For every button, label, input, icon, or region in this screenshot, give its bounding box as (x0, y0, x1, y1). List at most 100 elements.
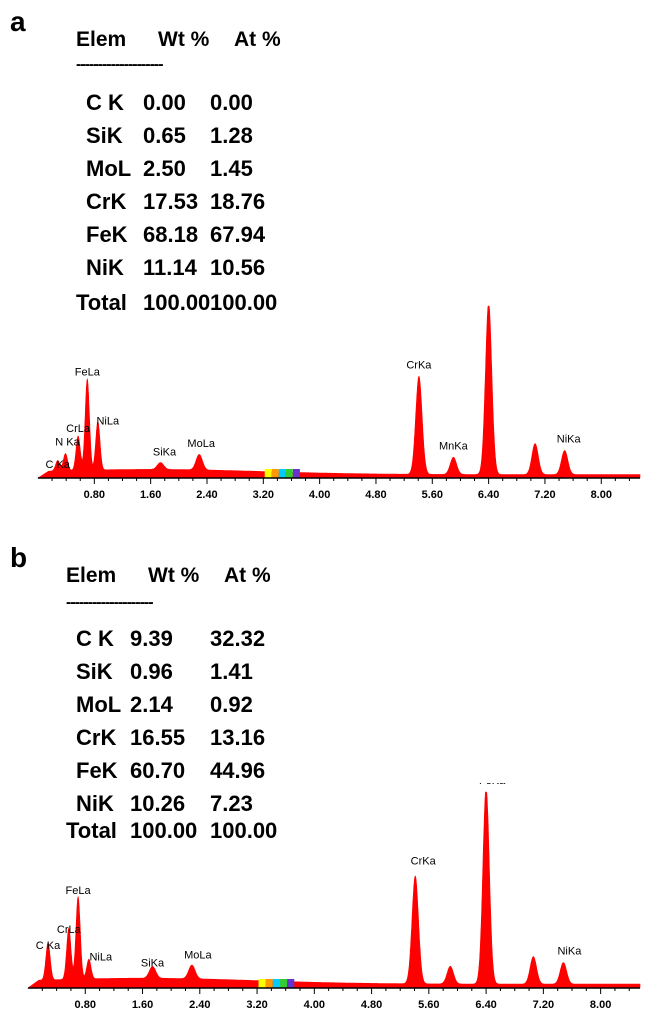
atomic-percent: 10.56 (210, 255, 266, 280)
atomic-percent: 32.32 (210, 626, 266, 651)
panel-label: b (10, 542, 28, 573)
atomic-percent: 7.23 (210, 791, 253, 816)
marker-bar-segment (265, 979, 273, 988)
element-name: NiK (76, 791, 114, 816)
spectrum-area (36, 305, 641, 479)
x-tick-label: 6.40 (475, 999, 496, 1011)
panel-a: a Elem Wt % At % -------------------- C … (0, 0, 650, 500)
marker-bar-segment (258, 979, 266, 988)
spectrum-chart: 0.80 1.60 2.40 3.20 4.00 4.80 5.60 6.40 7.20 8.00… (36, 305, 641, 500)
weight-percent: 68.18 (143, 222, 199, 247)
x-tick-label: 2.40 (196, 489, 217, 500)
weight-percent: 11.14 (143, 255, 197, 280)
peak-label: CrLa (57, 924, 82, 936)
spectrum-chart: 0.80 1.60 2.40 3.20 4.00 4.80 5.60 6.40 7.20 8.00… (27, 783, 641, 1011)
peak-label: C Ka (45, 459, 70, 471)
header-at: At % (224, 564, 271, 587)
element-name: MoL (76, 692, 122, 717)
x-tick-label: 0.80 (84, 489, 105, 500)
x-tick-label: 4.00 (304, 999, 325, 1011)
total-wt: 100.00 (143, 290, 211, 315)
marker-bar-segment (285, 469, 293, 478)
element-name: CrK (86, 189, 127, 214)
peak-label: SiKa (153, 447, 177, 459)
atomic-percent: 0.00 (210, 90, 253, 115)
x-tick-label: 4.00 (309, 489, 330, 500)
atomic-percent: 44.96 (210, 758, 266, 783)
peak-label: FeLa (66, 885, 92, 897)
element-name: SiK (86, 123, 123, 148)
panel-b: b Elem Wt % At % -------------------- C … (0, 520, 650, 1013)
element-name: C K (76, 626, 114, 651)
element-name: NiK (86, 255, 124, 280)
element-name: C K (86, 90, 124, 115)
total-label: Total (66, 818, 117, 843)
element-name: FeK (86, 222, 128, 247)
composition-table: Elem Wt % At % -------------------- C K 0… (0, 0, 330, 320)
header-wt: Wt % (158, 28, 210, 51)
element-name: SiK (76, 659, 113, 684)
peak-label: N Ka (55, 436, 80, 448)
atomic-percent: 13.16 (210, 725, 266, 750)
marker-bar-segment (280, 979, 288, 988)
weight-percent: 9.39 (130, 626, 173, 651)
x-tick-label: 2.40 (189, 999, 210, 1011)
total-at: 100.00 (210, 290, 278, 315)
x-tick-label: 7.20 (533, 999, 554, 1011)
total-at: 100.00 (210, 818, 278, 843)
x-tick-label: 3.20 (246, 999, 267, 1011)
atomic-percent: 1.45 (210, 156, 253, 181)
peak-label: SiKa (141, 957, 165, 969)
atomic-percent: 1.28 (210, 123, 253, 148)
total-wt: 100.00 (130, 818, 198, 843)
element-name: MoL (86, 156, 132, 181)
weight-percent: 0.96 (130, 659, 173, 684)
header-elem: Elem (66, 564, 117, 587)
atomic-percent: 18.76 (210, 189, 266, 214)
marker-bar-segment (272, 979, 280, 988)
x-tick-label: 8.00 (591, 489, 612, 500)
marker-bar-segment (287, 979, 295, 988)
weight-percent: 10.26 (130, 791, 186, 816)
x-tick-label: 0.80 (75, 999, 96, 1011)
panel-label: a (10, 6, 26, 37)
weight-percent: 17.53 (143, 189, 199, 214)
spectrum-area (27, 791, 641, 989)
peak-label: MoLa (184, 949, 212, 961)
x-tick-label: 5.60 (418, 999, 439, 1011)
x-tick-label: 8.00 (590, 999, 611, 1011)
peak-label: NiLa (96, 415, 120, 427)
x-tick-label: 1.60 (140, 489, 161, 500)
peak-label: CrKa (411, 855, 437, 867)
x-tick-label: 5.60 (422, 489, 443, 500)
total-label: Total (76, 290, 127, 315)
composition-table: Elem Wt % At % -------------------- C K 9… (0, 520, 330, 843)
x-tick-label: 6.40 (478, 489, 499, 500)
x-tick-label: 4.80 (361, 999, 382, 1011)
x-tick-label: 1.60 (132, 999, 153, 1011)
peak-label: FeKa (479, 783, 506, 787)
peak-label: NiLa (89, 952, 113, 964)
header-elem: Elem (76, 28, 127, 51)
marker-bar-segment (292, 469, 300, 478)
marker-bar-segment (278, 469, 286, 478)
x-tick-label: 7.20 (534, 489, 555, 500)
header-wt: Wt % (148, 564, 200, 587)
weight-percent: 0.65 (143, 123, 186, 148)
element-name: CrK (76, 725, 117, 750)
header-at: At % (234, 28, 281, 51)
weight-percent: 16.55 (130, 725, 186, 750)
atomic-percent: 1.41 (210, 659, 253, 684)
marker-bar-segment (271, 469, 279, 478)
weight-percent: 60.70 (130, 758, 186, 783)
header-separator: -------------------- (66, 594, 154, 611)
x-tick-label: 3.20 (253, 489, 274, 500)
peak-label: CrKa (406, 360, 432, 372)
weight-percent: 2.14 (130, 692, 173, 717)
header-separator: -------------------- (76, 56, 164, 73)
marker-bar-segment (264, 469, 272, 478)
peak-label: C Ka (36, 940, 61, 952)
peak-label: FeLa (75, 366, 101, 378)
peak-label: NiKa (557, 946, 582, 958)
peak-label: MoLa (187, 438, 215, 450)
